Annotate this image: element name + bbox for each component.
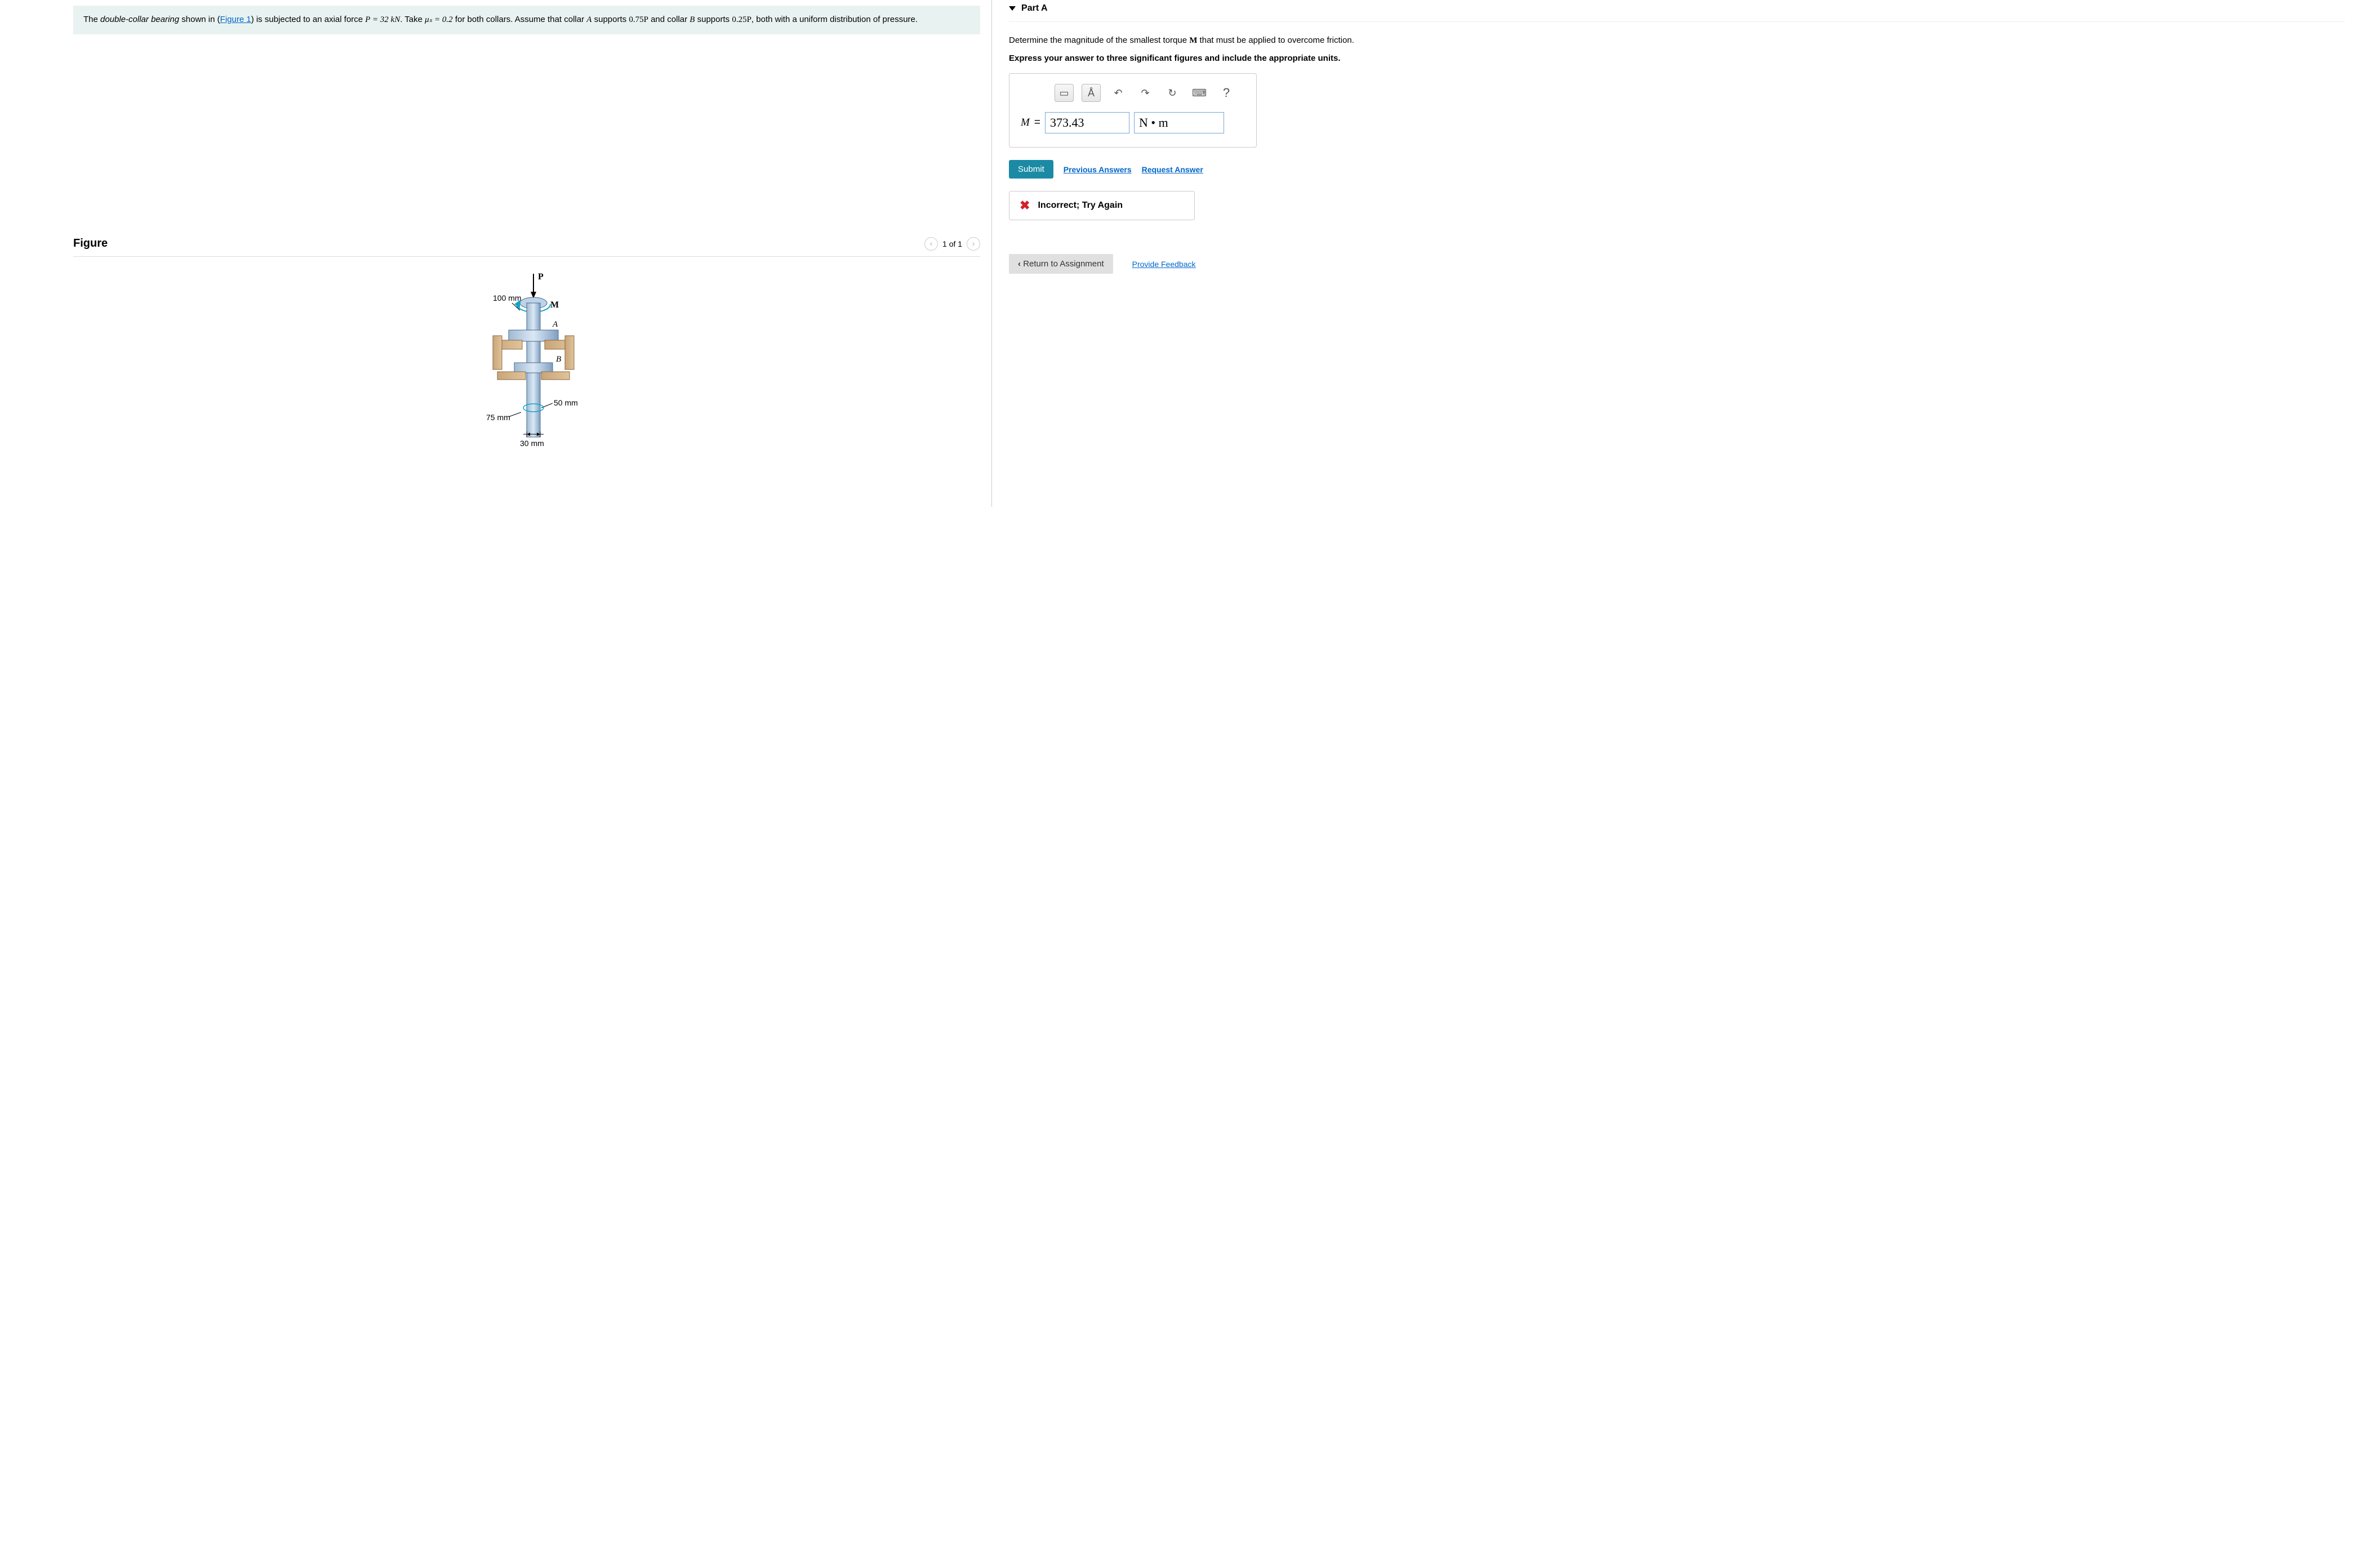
text: for both collars. Assume that collar [453, 15, 587, 24]
incorrect-icon: ✖ [1020, 198, 1030, 213]
label-P: P [538, 272, 544, 282]
figure-prev-button[interactable]: ‹ [924, 237, 938, 251]
expr: P = 32 kN [365, 15, 400, 24]
figure-counter: 1 of 1 [942, 239, 962, 248]
answer-var: M [1021, 117, 1030, 129]
reset-icon[interactable]: ↻ [1163, 84, 1182, 102]
return-button[interactable]: ‹ Return to Assignment [1009, 254, 1113, 274]
figure-link[interactable]: Figure 1 [220, 15, 251, 24]
caret-down-icon [1009, 6, 1016, 11]
figure-next-button[interactable]: › [967, 237, 980, 251]
undo-icon[interactable]: ↶ [1109, 84, 1128, 102]
answer-instructions: Express your answer to three significant… [1009, 54, 2345, 63]
figure-diagram: P M 100 mm A B [73, 268, 980, 448]
problem-statement: The double-collar bearing shown in (Figu… [73, 6, 980, 34]
dim-75: 75 mm [486, 413, 510, 422]
expr: μₛ = 0.2 [425, 15, 453, 24]
feedback-text: Incorrect; Try Again [1038, 201, 1123, 211]
text: . Take [400, 15, 425, 24]
expr: 0.75P [629, 15, 648, 24]
dim-100: 100 mm [493, 293, 522, 302]
feedback-box: ✖ Incorrect; Try Again [1009, 191, 1195, 220]
text: shown in ( [179, 15, 220, 24]
dim-30: 30 mm [520, 439, 544, 448]
text: ) is subjected to an axial force [251, 15, 366, 24]
label-M: M [550, 300, 559, 310]
text: supports [591, 15, 629, 24]
previous-answers-link[interactable]: Previous Answers [1064, 165, 1132, 174]
redo-icon[interactable]: ↷ [1136, 84, 1155, 102]
figure-heading: Figure [73, 237, 108, 250]
answer-unit-input[interactable]: N • m [1134, 112, 1224, 133]
provide-feedback-link[interactable]: Provide Feedback [1132, 260, 1196, 269]
equals: = [1034, 117, 1040, 129]
label-A: A [552, 320, 558, 329]
text: , both with a uniform distribution of pr… [751, 15, 918, 24]
symbols-icon[interactable]: Å [1082, 84, 1101, 102]
text: The [83, 15, 100, 24]
expr: 0.25P [732, 15, 751, 24]
request-answer-link[interactable]: Request Answer [1142, 165, 1203, 174]
term: double-collar bearing [100, 15, 179, 24]
answer-panel: ▭ Å ↶ ↷ ↻ ⌨ ? M = N • m [1009, 73, 1257, 148]
submit-button[interactable]: Submit [1009, 160, 1053, 179]
dim-50: 50 mm [554, 398, 578, 407]
keyboard-icon[interactable]: ⌨ [1190, 84, 1209, 102]
help-icon[interactable]: ? [1217, 84, 1236, 102]
part-title: Part A [1021, 3, 1048, 14]
part-header[interactable]: Part A [1009, 0, 2345, 22]
answer-value-input[interactable] [1045, 112, 1129, 133]
text: and collar [648, 15, 690, 24]
label-B: B [556, 355, 561, 364]
templates-icon[interactable]: ▭ [1055, 84, 1074, 102]
question-text: Determine the magnitude of the smallest … [1009, 35, 2345, 46]
equation-toolbar: ▭ Å ↶ ↷ ↻ ⌨ ? [1055, 84, 1245, 102]
text: supports [695, 15, 732, 24]
